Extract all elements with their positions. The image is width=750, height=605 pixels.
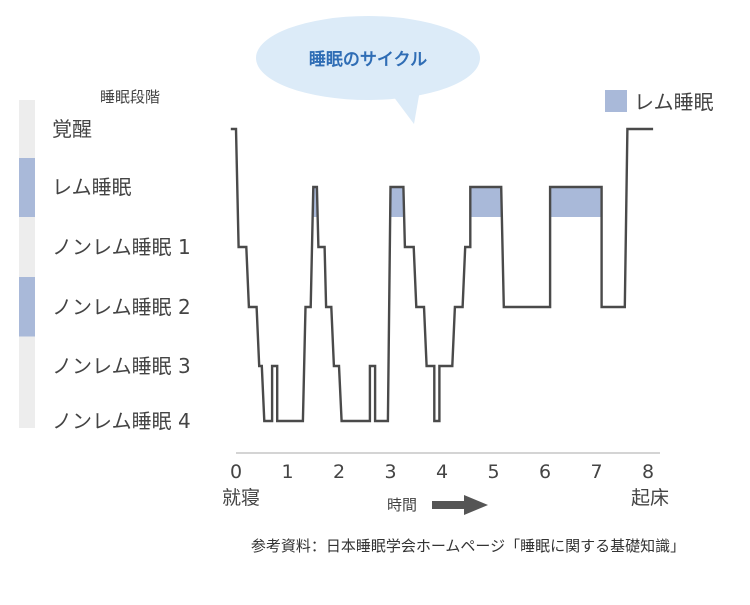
- y-tick-label: ノンレム睡眠 2: [52, 295, 191, 319]
- legend: レム睡眠: [605, 90, 714, 114]
- title-bubble: 睡眠のサイクル: [256, 16, 480, 124]
- bubble-shape: [256, 16, 480, 100]
- stage-band-1: [19, 158, 35, 217]
- sleep-stage-line: [230, 127, 654, 423]
- x-tick-label: 4: [436, 461, 448, 483]
- stage-bands: [19, 100, 35, 428]
- stage-band-3: [19, 277, 35, 337]
- x-tick-label: 2: [333, 461, 345, 483]
- source-note: 参考資料：日本睡眠学会ホームページ「睡眠に関する基礎知識」: [251, 537, 685, 555]
- x-axis-label: 時間: [387, 496, 417, 514]
- x-start-label: 就寝: [222, 487, 260, 509]
- right-arrow-icon: [432, 495, 488, 515]
- x-tick-labels: 0 1 2 3 4 5 6 7 8: [230, 461, 654, 483]
- legend-swatch: [605, 90, 627, 112]
- rem-period: [550, 187, 602, 217]
- y-tick-label: 覚醒: [52, 117, 92, 141]
- x-tick-label: 7: [590, 461, 602, 483]
- y-tick-label: ノンレム睡眠 1: [52, 235, 191, 259]
- y-axis-title: 睡眠段階: [100, 88, 160, 106]
- x-tick-label: 3: [384, 461, 396, 483]
- legend-label: レム睡眠: [634, 90, 714, 114]
- x-tick-label: 8: [642, 461, 654, 483]
- x-tick-label: 5: [487, 461, 499, 483]
- x-tick-label: 6: [539, 461, 551, 483]
- chart-title: 睡眠のサイクル: [309, 49, 427, 70]
- y-tick-label: ノンレム睡眠 4: [52, 409, 191, 433]
- rem-period: [390, 187, 404, 217]
- y-tick-label: レム睡眠: [52, 175, 132, 199]
- bubble-tail: [390, 90, 420, 124]
- x-end-label: 起床: [631, 487, 669, 509]
- y-tick-label: ノンレム睡眠 3: [52, 354, 191, 378]
- rem-period: [470, 187, 502, 217]
- rem-period: [313, 187, 317, 217]
- rem-fills: [313, 187, 602, 217]
- stage-band-5: [19, 393, 35, 428]
- stage-band-0: [19, 100, 35, 158]
- x-tick-label: 1: [281, 461, 293, 483]
- stage-band-4: [19, 336, 35, 394]
- x-tick-label: 0: [230, 461, 242, 483]
- stage-band-2: [19, 217, 35, 277]
